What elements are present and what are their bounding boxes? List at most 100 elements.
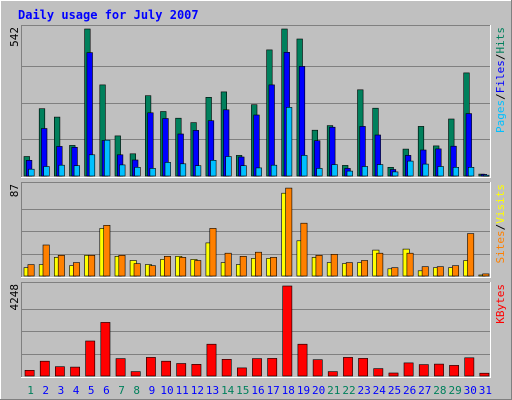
bar-pages-day-17 xyxy=(270,164,278,177)
bar-kbytes-day-23 xyxy=(358,358,368,377)
bar-kbytes-day-22 xyxy=(343,357,353,377)
bar-pages-day-18 xyxy=(285,107,293,177)
panel-legend: Sites/Visits xyxy=(494,184,507,264)
bar-kbytes-day-20 xyxy=(312,359,323,377)
day-label-19: 19 xyxy=(297,384,310,397)
day-label-29: 29 xyxy=(448,384,461,397)
bar-files-day-30 xyxy=(465,113,472,177)
day-label-15: 15 xyxy=(236,384,249,397)
bar-sites-day-14 xyxy=(224,252,232,277)
bar-pages-day-7 xyxy=(119,164,126,177)
bar-kbytes-day-13 xyxy=(206,343,217,377)
bar-kbytes-day-12 xyxy=(191,363,202,377)
day-label-2: 2 xyxy=(42,384,49,397)
bar-pages-day-19 xyxy=(301,155,308,177)
day-label-24: 24 xyxy=(373,384,387,397)
day-label-22: 22 xyxy=(342,384,355,397)
bar-pages-day-2 xyxy=(43,166,50,177)
bar-pages-day-22 xyxy=(346,170,353,177)
legend-entry: Files xyxy=(494,60,507,93)
legend-entry: / xyxy=(494,54,507,61)
bar-files-day-17 xyxy=(268,84,275,177)
day-label-1: 1 xyxy=(27,384,34,397)
bar-pages-day-26 xyxy=(407,160,414,177)
bar-kbytes-day-14 xyxy=(221,358,232,377)
bar-pages-day-14 xyxy=(225,156,232,177)
bar-sites-day-30 xyxy=(467,233,475,277)
legend-entry: Sites xyxy=(494,230,507,263)
bar-sites-day-28 xyxy=(436,266,444,277)
bar-sites-day-17 xyxy=(270,257,277,277)
bar-kbytes-day-30 xyxy=(464,357,475,377)
day-label-23: 23 xyxy=(357,384,370,397)
bar-kbytes-day-18 xyxy=(282,285,293,377)
bar-kbytes-day-1 xyxy=(24,369,35,377)
legend-entry: Pages xyxy=(494,100,507,133)
bar-pages-day-11 xyxy=(179,163,187,177)
bar-sites-day-1 xyxy=(27,264,35,277)
day-label-6: 6 xyxy=(103,384,110,397)
bar-sites-day-29 xyxy=(452,265,459,277)
day-label-30: 30 xyxy=(464,384,477,397)
bar-kbytes-day-6 xyxy=(100,322,111,377)
day-label-25: 25 xyxy=(388,384,401,397)
day-label-27: 27 xyxy=(418,384,431,397)
bar-sites-day-27 xyxy=(421,266,429,277)
bar-sites-day-16 xyxy=(255,251,262,277)
bar-pages-day-6 xyxy=(104,139,111,177)
bar-sites-day-21 xyxy=(330,254,338,277)
bar-pages-day-12 xyxy=(195,165,202,177)
bar-kbytes-day-4 xyxy=(70,366,80,377)
bar-pages-day-3 xyxy=(58,164,65,177)
bar-sites-day-4 xyxy=(73,262,80,277)
bar-sites-day-9 xyxy=(148,265,156,277)
bar-kbytes-day-28 xyxy=(434,363,444,377)
bar-pages-day-1 xyxy=(28,168,35,177)
bar-kbytes-day-5 xyxy=(85,340,96,377)
bar-kbytes-day-27 xyxy=(418,364,429,377)
bar-kbytes-day-25 xyxy=(388,372,399,377)
bar-kbytes-day-15 xyxy=(237,367,247,377)
legend-entry: / xyxy=(494,93,507,100)
bar-kbytes-day-17 xyxy=(267,358,278,377)
day-label-13: 13 xyxy=(206,384,219,397)
bar-sites-day-2 xyxy=(42,244,50,277)
day-label-31: 31 xyxy=(479,384,492,397)
bar-sites-day-3 xyxy=(57,255,65,277)
bar-pages-day-20 xyxy=(316,168,323,177)
y-max-label: 87 xyxy=(8,184,21,197)
bar-pages-day-28 xyxy=(437,166,444,177)
day-label-18: 18 xyxy=(282,384,295,397)
day-label-4: 4 xyxy=(73,384,80,397)
bar-pages-day-30 xyxy=(467,167,475,177)
bar-sites-day-22 xyxy=(345,262,353,277)
bar-sites-day-6 xyxy=(103,225,111,277)
bar-sites-day-23 xyxy=(361,260,368,277)
bar-kbytes-day-9 xyxy=(146,357,156,377)
bar-sites-day-25 xyxy=(391,267,399,277)
bar-sites-day-8 xyxy=(133,263,141,277)
bar-kbytes-day-10 xyxy=(161,360,171,377)
bar-pages-day-9 xyxy=(149,168,156,177)
bar-sites-day-31 xyxy=(482,273,490,277)
day-label-14: 14 xyxy=(221,384,235,397)
day-axis-labels: 1 2 3 4 5 6 7 8 9 10 11 12 13 14 15 16 17 18 19 20 21 22 23 24 2… xyxy=(27,384,492,397)
bar-sites-day-10 xyxy=(164,255,171,277)
bar-sites-day-15 xyxy=(239,255,247,277)
panel-visits-sites: 87 Sites/Visits xyxy=(8,182,507,278)
bar-kbytes-day-8 xyxy=(130,371,141,377)
day-label-16: 16 xyxy=(251,384,264,397)
bar-kbytes-day-7 xyxy=(115,358,126,377)
bar-pages-day-21 xyxy=(331,164,338,177)
bar-pages-day-16 xyxy=(255,167,262,177)
day-label-17: 17 xyxy=(267,384,280,397)
bar-pages-day-25 xyxy=(392,171,399,177)
bar-pages-day-8 xyxy=(134,167,141,177)
bar-kbytes-day-26 xyxy=(403,362,414,377)
panel-legend: KBytes xyxy=(494,284,507,324)
bar-kbytes-day-29 xyxy=(449,365,459,377)
y-max-label: 542 xyxy=(8,27,21,47)
